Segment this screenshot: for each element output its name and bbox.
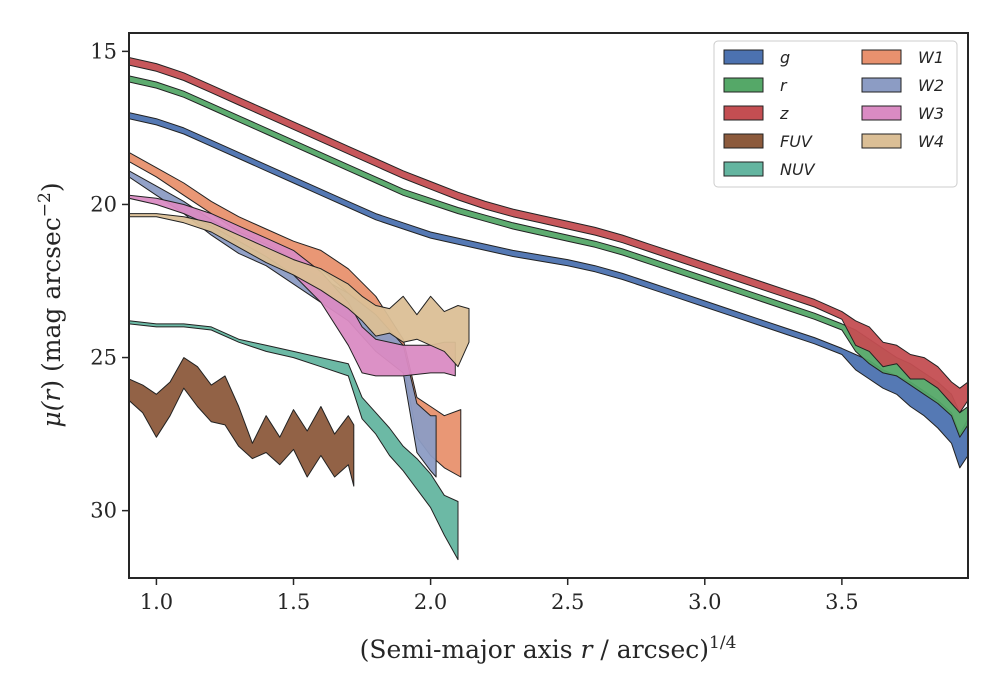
- legend-label-w4: W4: [918, 132, 944, 151]
- legend-swatch-w2: [861, 77, 902, 93]
- plot-frame: [128, 32, 969, 579]
- y-tick-label: 20: [90, 192, 117, 216]
- x-tick-label: 1.5: [277, 590, 310, 614]
- x-tick-label: 2.5: [551, 590, 584, 614]
- band-w4: [129, 213, 470, 368]
- x-axis-label: (Semi-major axis r / arcsec)1/4: [360, 633, 737, 664]
- legend-swatch-w3: [861, 105, 902, 121]
- legend-swatch-nuv: [723, 161, 764, 177]
- x-tick-label: 1.0: [140, 590, 173, 614]
- x-tick-label: 2.0: [414, 590, 447, 614]
- legend-label-w1: W1: [918, 48, 944, 67]
- x-tick-label: 3.5: [825, 590, 858, 614]
- legend-label-fuv: FUV: [780, 132, 813, 151]
- y-axis-label: μ(r) (mag arcsec−2): [35, 182, 66, 427]
- legend: grz FUV NUV W1 W2 W3 W4: [713, 40, 958, 188]
- x-tick-label: 3.0: [688, 590, 721, 614]
- legend-swatch-z: [723, 105, 764, 121]
- legend-items: grz FUV NUV W1 W2 W3 W4: [723, 48, 944, 179]
- x-axis: 1.0 1.5 2.0 2.5 3.0 3.5: [140, 578, 859, 614]
- y-tick-label: 15: [90, 39, 117, 63]
- band-layer: [129, 57, 968, 561]
- legend-swatch-g: [723, 49, 764, 65]
- legend-label-nuv: NUV: [780, 160, 816, 179]
- legend-swatch-fuv: [723, 133, 764, 149]
- band-g: [129, 112, 968, 469]
- legend-swatch-r: [723, 77, 764, 93]
- legend-swatch-w4: [861, 133, 902, 149]
- legend-label-r: r: [780, 76, 788, 95]
- legend-swatch-w1: [861, 49, 902, 65]
- legend-label-w3: W3: [918, 104, 944, 123]
- band-nuv: [129, 320, 459, 561]
- legend-label-g: g: [780, 48, 790, 67]
- band-z: [129, 57, 968, 414]
- y-tick-label: 25: [90, 346, 117, 370]
- band-r: [129, 75, 968, 438]
- y-tick-label: 30: [90, 499, 117, 523]
- legend-label-w2: W2: [918, 76, 944, 95]
- y-axis: 15 20 25 30: [90, 39, 129, 523]
- band-fuv: [129, 357, 355, 487]
- legend-label-z: z: [779, 104, 789, 123]
